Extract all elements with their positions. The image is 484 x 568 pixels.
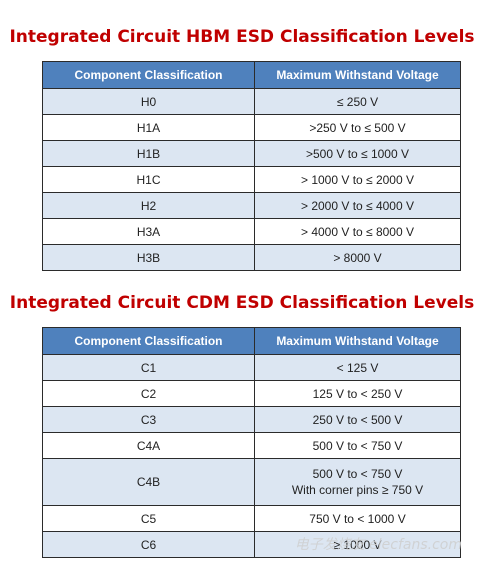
classification-cell: H1C xyxy=(42,166,255,193)
table-row: H1A >250 V to ≤ 500 V xyxy=(42,114,461,141)
voltage-cell: > 1000 V to ≤ 2000 V xyxy=(254,166,461,193)
voltage-cell: 500 V to < 750 V xyxy=(254,432,461,459)
table-row: C2 125 V to < 250 V xyxy=(42,380,461,407)
classification-cell: H1B xyxy=(42,140,255,167)
classification-cell: C1 xyxy=(42,354,255,381)
table-row: H3B > 8000 V xyxy=(42,244,461,271)
table-row: H1B >500 V to ≤ 1000 V xyxy=(42,140,461,167)
table-row: H0 ≤ 250 V xyxy=(42,88,461,115)
header-component-classification: Component Classification xyxy=(42,61,255,89)
classification-cell: C2 xyxy=(42,380,255,407)
classification-cell: C4B xyxy=(42,458,255,506)
header-component-classification: Component Classification xyxy=(42,327,255,355)
classification-cell: C4A xyxy=(42,432,255,459)
table-header-row: Component Classification Maximum Withsta… xyxy=(42,327,461,355)
cdm-table-title: Integrated Circuit CDM ESD Classificatio… xyxy=(9,293,475,313)
table-row: C4A 500 V to < 750 V xyxy=(42,432,461,459)
classification-cell: H1A xyxy=(42,114,255,141)
table-header-row: Component Classification Maximum Withsta… xyxy=(42,61,461,89)
site-watermark: 电子发烧友 elecfans.com xyxy=(294,537,462,553)
voltage-cell: 750 V to < 1000 V xyxy=(254,505,461,532)
voltage-cell: < 125 V xyxy=(254,354,461,381)
voltage-note-line: With corner pins ≥ 750 V xyxy=(291,483,424,497)
classification-cell: C6 xyxy=(42,531,255,558)
hbm-classification-table: Component Classification Maximum Withsta… xyxy=(42,61,461,271)
cdm-classification-table: Component Classification Maximum Withsta… xyxy=(42,327,461,558)
header-maximum-withstand-voltage: Maximum Withstand Voltage xyxy=(254,327,461,355)
table-row: H3A > 4000 V to ≤ 8000 V xyxy=(42,218,461,245)
voltage-cell: 250 V to < 500 V xyxy=(254,406,461,433)
voltage-cell: > 4000 V to ≤ 8000 V xyxy=(254,218,461,245)
voltage-cell: 500 V to < 750 V With corner pins ≥ 750 … xyxy=(254,458,461,506)
voltage-line: 500 V to < 750 V xyxy=(312,467,403,481)
table-row: C6 ≥ 1000 V xyxy=(42,531,461,558)
classification-cell: H3B xyxy=(42,244,255,271)
voltage-cell: >250 V to ≤ 500 V xyxy=(254,114,461,141)
table-row: H1C > 1000 V to ≤ 2000 V xyxy=(42,166,461,193)
hbm-table-title: Integrated Circuit HBM ESD Classificatio… xyxy=(9,27,475,47)
table-row: C1 < 125 V xyxy=(42,354,461,381)
voltage-cell: > 8000 V xyxy=(254,244,461,271)
voltage-cell: > 2000 V to ≤ 4000 V xyxy=(254,192,461,219)
classification-cell: H2 xyxy=(42,192,255,219)
voltage-cell: ≥ 1000 V xyxy=(254,531,461,558)
table-row: C5 750 V to < 1000 V xyxy=(42,505,461,532)
header-maximum-withstand-voltage: Maximum Withstand Voltage xyxy=(254,61,461,89)
voltage-cell: 125 V to < 250 V xyxy=(254,380,461,407)
voltage-cell: ≤ 250 V xyxy=(254,88,461,115)
classification-cell: C3 xyxy=(42,406,255,433)
classification-cell: H0 xyxy=(42,88,255,115)
classification-cell: H3A xyxy=(42,218,255,245)
voltage-cell: >500 V to ≤ 1000 V xyxy=(254,140,461,167)
table-row: C3 250 V to < 500 V xyxy=(42,406,461,433)
table-row: C4B 500 V to < 750 V With corner pins ≥ … xyxy=(42,458,461,506)
classification-cell: C5 xyxy=(42,505,255,532)
table-row: H2 > 2000 V to ≤ 4000 V xyxy=(42,192,461,219)
